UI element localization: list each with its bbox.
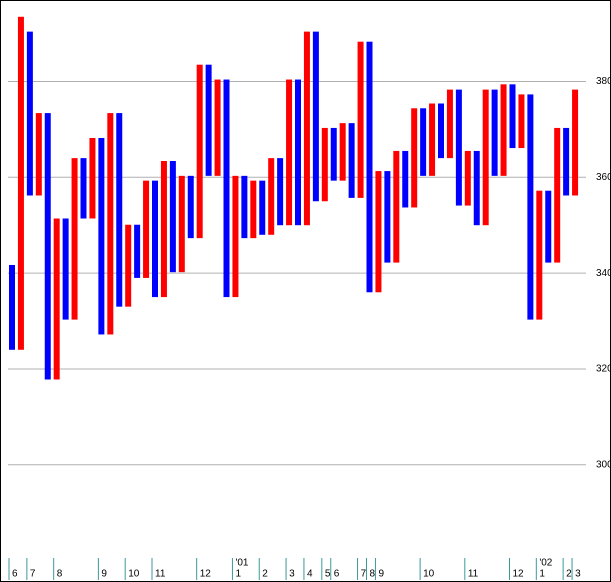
bar bbox=[554, 127, 561, 263]
bar bbox=[62, 218, 69, 320]
year-label: '01 bbox=[235, 558, 248, 569]
bar bbox=[527, 94, 534, 320]
y-tick-label: 360 bbox=[596, 172, 611, 183]
bar bbox=[572, 89, 579, 196]
bar bbox=[536, 190, 543, 320]
bar bbox=[259, 180, 266, 235]
bar bbox=[125, 224, 132, 307]
bar bbox=[384, 171, 391, 263]
bar bbox=[80, 158, 87, 219]
bar bbox=[44, 113, 51, 380]
x-tick-label: 9 bbox=[101, 569, 107, 580]
bar bbox=[438, 103, 444, 159]
x-tick-label: 6 bbox=[12, 569, 18, 580]
bar bbox=[107, 113, 114, 335]
x-tick-label: 11 bbox=[155, 569, 166, 580]
x-tick-label: 10 bbox=[423, 569, 435, 580]
bar bbox=[9, 264, 15, 350]
bar bbox=[563, 127, 570, 196]
bar bbox=[205, 64, 212, 176]
bar bbox=[169, 161, 176, 273]
x-tick-label: 9 bbox=[378, 569, 384, 580]
bar bbox=[196, 64, 203, 239]
bar bbox=[232, 175, 239, 298]
bar bbox=[429, 103, 436, 176]
bar bbox=[286, 79, 293, 226]
bar bbox=[464, 150, 471, 206]
bar bbox=[35, 113, 42, 196]
bar bbox=[178, 175, 185, 273]
bar bbox=[500, 84, 507, 176]
x-tick-label: 1 bbox=[539, 569, 545, 580]
bar bbox=[26, 31, 33, 196]
x-tick-label: 7 bbox=[361, 569, 367, 580]
year-label: '02 bbox=[539, 558, 552, 569]
bar bbox=[187, 175, 194, 239]
bar bbox=[223, 79, 230, 298]
y-tick-label: 320 bbox=[596, 364, 611, 375]
bar bbox=[446, 89, 453, 159]
bar bbox=[143, 180, 150, 278]
bar bbox=[455, 89, 462, 206]
bar bbox=[160, 161, 167, 298]
bar bbox=[339, 123, 346, 181]
bar bbox=[295, 79, 301, 226]
x-tick-label: 8 bbox=[57, 569, 63, 580]
bar bbox=[89, 138, 96, 219]
bar bbox=[250, 180, 257, 239]
bar bbox=[348, 123, 355, 198]
bar bbox=[366, 41, 373, 293]
bar bbox=[17, 16, 24, 350]
x-tick-label: 6 bbox=[334, 569, 340, 580]
bar bbox=[321, 127, 328, 202]
bar bbox=[268, 158, 275, 235]
x-tick-label: 3 bbox=[289, 569, 295, 580]
bar bbox=[98, 138, 105, 335]
bar bbox=[134, 224, 141, 278]
bar bbox=[53, 218, 60, 380]
bar bbox=[214, 79, 221, 176]
bar bbox=[411, 108, 418, 208]
bar bbox=[402, 150, 409, 208]
x-tick-label: 2 bbox=[262, 569, 268, 580]
x-tick-label: 3 bbox=[575, 569, 581, 580]
x-tick-label: 12 bbox=[513, 569, 525, 580]
bar bbox=[71, 158, 78, 320]
x-tick-label: 5 bbox=[325, 569, 331, 580]
y-tick-label: 300 bbox=[596, 459, 611, 470]
x-tick-label: 8 bbox=[370, 569, 376, 580]
x-tick-label: 1 bbox=[235, 569, 241, 580]
x-tick-label: 10 bbox=[128, 569, 140, 580]
bar bbox=[330, 127, 337, 181]
bar bbox=[509, 84, 516, 149]
bar bbox=[491, 89, 498, 176]
y-tick-label: 340 bbox=[596, 268, 611, 279]
bar bbox=[482, 89, 489, 226]
x-tick-label: 12 bbox=[200, 569, 212, 580]
bar bbox=[277, 158, 284, 226]
x-tick-label: 2 bbox=[566, 569, 572, 580]
bar bbox=[545, 190, 552, 263]
bar bbox=[241, 175, 248, 239]
bar bbox=[420, 108, 427, 176]
bar bbox=[303, 31, 310, 226]
bar bbox=[312, 31, 319, 202]
bar bbox=[375, 171, 382, 293]
bar bbox=[393, 150, 400, 263]
x-tick-label: 4 bbox=[307, 569, 313, 580]
bar bbox=[518, 94, 525, 149]
bar bbox=[357, 41, 364, 198]
x-tick-label: 11 bbox=[468, 569, 479, 580]
bar bbox=[116, 113, 123, 307]
bar bbox=[152, 180, 158, 298]
y-tick-label: 380 bbox=[596, 76, 611, 87]
x-tick-label: 7 bbox=[30, 569, 36, 580]
bar bbox=[473, 150, 480, 226]
